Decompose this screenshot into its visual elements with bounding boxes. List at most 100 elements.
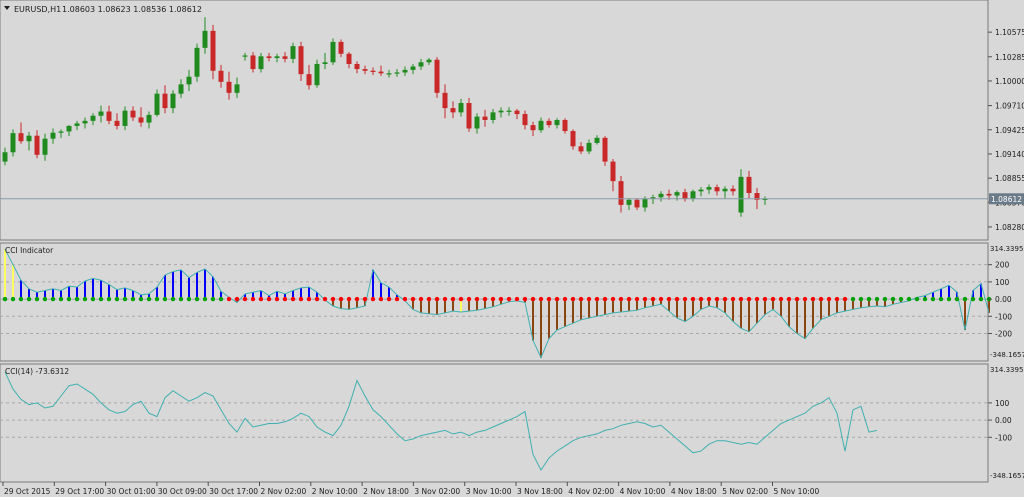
cci-indicator-signal-dot bbox=[754, 296, 760, 302]
cci-indicator-signal-dot bbox=[826, 296, 832, 302]
cci-indicator-signal-dot bbox=[514, 296, 520, 302]
symbol-label: EURUSD,H1 bbox=[14, 5, 61, 14]
cci-indicator-signal-dot bbox=[250, 296, 256, 302]
cci-indicator-signal-dot bbox=[162, 296, 168, 302]
cci-indicator-signal-dot bbox=[66, 296, 72, 302]
ohlc-readout: 1.08603 1.08623 1.08536 1.08612 bbox=[62, 5, 202, 14]
cci14-panel[interactable]: CCI(14) -73.6312 bbox=[0, 363, 989, 483]
cci-indicator-signal-dots bbox=[2, 296, 992, 302]
cci-indicator-signal-dot bbox=[690, 296, 696, 302]
candle-body bbox=[530, 125, 536, 131]
time-axis[interactable]: 29 Oct 2015 29 Oct 17:00 30 Oct 01:00 30 Oc… bbox=[2, 482, 820, 496]
cci-indicator-signal-dot bbox=[658, 296, 664, 302]
candle-body bbox=[258, 56, 264, 70]
cci-indicator-signal-dot bbox=[522, 296, 528, 302]
price-axis-label: 1.10285 bbox=[995, 53, 1024, 62]
candle-body bbox=[458, 103, 464, 113]
cci-indicator-axis-top: 314.3395 bbox=[990, 245, 1023, 253]
cci-indicator-signal-dot bbox=[482, 296, 488, 302]
cci-indicator-signal-dot bbox=[346, 296, 352, 302]
cci-indicator-signal-dot bbox=[202, 296, 208, 302]
candle-body bbox=[58, 131, 64, 133]
time-axis-label: 2 Nov 18:00 bbox=[363, 487, 409, 496]
cci14-axis-label: -100 bbox=[995, 433, 1012, 442]
time-axis-label: 30 Oct 17:00 bbox=[209, 487, 258, 496]
cci-indicator-signal-dot bbox=[410, 296, 416, 302]
candle-body bbox=[34, 135, 40, 155]
cci-indicator-title: CCI Indicator bbox=[5, 246, 54, 255]
cci-indicator-signal-dot bbox=[810, 296, 816, 302]
candle-body bbox=[322, 62, 328, 64]
candle-body bbox=[722, 188, 728, 192]
cci-indicator-panel[interactable]: CCI Indicator bbox=[0, 242, 992, 362]
cci-indicator-signal-dot bbox=[610, 296, 616, 302]
collapse-triangle-icon[interactable] bbox=[4, 6, 10, 10]
cci-indicator-signal-dot bbox=[770, 296, 776, 302]
time-axis-label: 5 Nov 10:00 bbox=[774, 487, 820, 496]
candle-body bbox=[242, 55, 248, 57]
cci-indicator-signal-dot bbox=[738, 296, 744, 302]
price-axis-label: 1.10575 bbox=[995, 28, 1024, 37]
candle-body bbox=[538, 120, 544, 131]
cci-indicator-signal-dot bbox=[498, 296, 504, 302]
candle-body bbox=[514, 110, 520, 115]
candle-body bbox=[178, 84, 184, 94]
candle-body bbox=[90, 115, 96, 121]
cci-indicator-signal-dot bbox=[42, 296, 48, 302]
cci-indicator-signal-dot bbox=[602, 296, 608, 302]
cci-indicator-axis[interactable]: 314.3395 -348.1657 200 100 0.00 -100 -200 bbox=[988, 245, 1024, 359]
cci-indicator-signal-dot bbox=[370, 296, 376, 302]
cci14-axis[interactable]: 314.3395 -348.1657 100 0.00 -100 bbox=[988, 366, 1024, 480]
cci-indicator-signal-dot bbox=[282, 296, 288, 302]
cci14-axis-top: 314.3395 bbox=[990, 366, 1023, 374]
candle-body bbox=[474, 116, 480, 129]
candle-body bbox=[754, 193, 760, 200]
candle-body bbox=[410, 66, 416, 70]
candle-body bbox=[50, 132, 56, 139]
candle-body bbox=[370, 70, 376, 72]
cci-indicator-signal-dot bbox=[322, 296, 328, 302]
candle-body bbox=[578, 146, 584, 152]
candle-body bbox=[386, 73, 392, 75]
time-axis-label: 4 Nov 02:00 bbox=[568, 487, 614, 496]
cci-indicator-signal-dot bbox=[786, 296, 792, 302]
cci-indicator-signal-dot bbox=[626, 296, 632, 302]
cci-indicator-signal-dot bbox=[306, 296, 312, 302]
candle-body bbox=[154, 93, 160, 115]
time-axis-label: 2 Nov 02:00 bbox=[261, 487, 307, 496]
candle-body bbox=[674, 192, 680, 196]
cci-indicator-signal-dot bbox=[818, 296, 824, 302]
cci-indicator-line bbox=[4, 248, 990, 359]
cci-indicator-signal-dot bbox=[378, 296, 384, 302]
time-axis-label: 3 Nov 10:00 bbox=[466, 487, 512, 496]
price-panel[interactable]: EURUSD,H1 1.08603 1.08623 1.08536 1.0861… bbox=[0, 0, 989, 241]
cci-indicator-signal-dot bbox=[450, 296, 456, 302]
candle-body bbox=[634, 199, 640, 208]
cci-indicator-signal-dot bbox=[210, 296, 216, 302]
candle-body bbox=[250, 55, 256, 70]
candle-body bbox=[730, 188, 736, 192]
candle-body bbox=[682, 192, 688, 199]
cci-indicator-signal-dot bbox=[218, 296, 224, 302]
cci-indicator-signal-dot bbox=[634, 296, 640, 302]
time-axis-label: 3 Nov 18:00 bbox=[517, 487, 563, 496]
cci-indicator-signal-dot bbox=[10, 296, 16, 302]
candle-body bbox=[738, 176, 744, 213]
cci-indicator-signal-dot bbox=[50, 296, 56, 302]
current-price-tag: 1.08612 bbox=[989, 193, 1024, 205]
cci-indicator-signal-dot bbox=[938, 296, 944, 302]
cci-indicator-signal-dot bbox=[730, 296, 736, 302]
cci-indicator-signal-dot bbox=[434, 296, 440, 302]
cci-indicator-signal-dot bbox=[890, 296, 896, 302]
candle-body bbox=[586, 142, 592, 152]
price-axis-label: 1.10000 bbox=[995, 77, 1024, 86]
cci-indicator-signal-dot bbox=[98, 296, 104, 302]
candle-body bbox=[362, 69, 368, 71]
cci-indicator-signal-dot bbox=[834, 296, 840, 302]
cci-indicator-signal-dot bbox=[594, 296, 600, 302]
candle-body bbox=[618, 181, 624, 205]
cci-indicator-axis-label: -100 bbox=[995, 312, 1012, 321]
cci-indicator-signal-dot bbox=[274, 296, 280, 302]
cci-indicator-axis-bottom: -348.1657 bbox=[990, 351, 1024, 359]
